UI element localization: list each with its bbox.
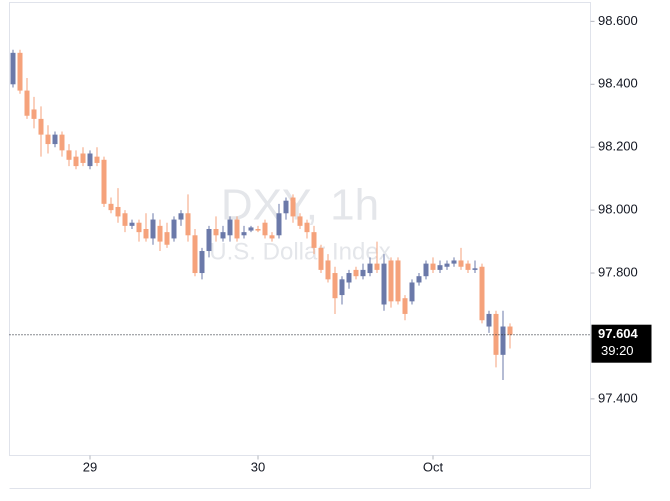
candle-body bbox=[220, 232, 226, 239]
candle-body bbox=[332, 273, 338, 299]
candle-body bbox=[409, 282, 415, 302]
candle-body bbox=[255, 229, 261, 231]
candle-body bbox=[451, 260, 457, 264]
candle-body bbox=[423, 263, 429, 277]
candle-body bbox=[269, 235, 275, 239]
candle-body bbox=[388, 260, 394, 302]
candle-body bbox=[297, 216, 303, 226]
x-tick-label: Oct bbox=[423, 459, 444, 474]
candle-body bbox=[507, 326, 513, 335]
candle-body bbox=[241, 232, 247, 236]
countdown-label: 39:20 bbox=[601, 343, 634, 358]
candle-body bbox=[234, 219, 240, 239]
candle-body bbox=[80, 153, 86, 163]
candle-body bbox=[115, 206, 121, 217]
candle-body bbox=[500, 326, 506, 355]
candle-body bbox=[213, 229, 219, 236]
candle-body bbox=[136, 222, 142, 233]
candle-body bbox=[465, 263, 471, 270]
candle-body bbox=[262, 222, 268, 236]
candle-body bbox=[143, 229, 149, 239]
watermark-subtitle: U.S. Dollar Index bbox=[209, 238, 390, 265]
candle-body bbox=[283, 200, 289, 214]
candle-body bbox=[374, 263, 380, 270]
candle-body bbox=[430, 263, 436, 270]
candle-body bbox=[346, 273, 352, 283]
candle-body bbox=[87, 153, 93, 167]
y-tick-label: 98.600 bbox=[598, 13, 638, 28]
candle-body bbox=[150, 219, 156, 239]
candle-body bbox=[339, 279, 345, 296]
candle-body bbox=[129, 222, 135, 226]
candle-body bbox=[472, 268, 478, 270]
candle-body bbox=[192, 235, 198, 274]
candle-body bbox=[290, 197, 296, 217]
candle-body bbox=[395, 260, 401, 302]
candle-body bbox=[276, 213, 282, 236]
candle-body bbox=[38, 118, 44, 135]
x-tick-label: 30 bbox=[251, 459, 265, 474]
candle-body bbox=[381, 263, 387, 305]
candle-body bbox=[199, 251, 205, 274]
candle-body bbox=[66, 150, 72, 160]
candle-body bbox=[227, 219, 233, 236]
candle-body bbox=[479, 266, 485, 321]
candle-body bbox=[360, 269, 366, 277]
candle-body bbox=[157, 225, 163, 242]
candle-body bbox=[73, 156, 79, 167]
candle-body bbox=[52, 134, 58, 145]
candle-body bbox=[318, 247, 324, 270]
candle-body bbox=[206, 229, 212, 252]
x-tick-label: 29 bbox=[83, 459, 97, 474]
y-tick-label: 97.400 bbox=[598, 390, 638, 405]
candle-body bbox=[353, 269, 359, 277]
candle-body bbox=[31, 109, 37, 119]
candle-body bbox=[486, 313, 492, 327]
last-price-box bbox=[591, 324, 652, 363]
candle-body bbox=[10, 52, 16, 85]
candle-body bbox=[17, 52, 23, 91]
candle-body bbox=[122, 213, 128, 226]
y-tick-label: 98.400 bbox=[598, 76, 638, 91]
candle-body bbox=[325, 260, 331, 280]
candle-body bbox=[304, 222, 310, 233]
candle-body bbox=[367, 263, 373, 274]
candle-body bbox=[437, 265, 443, 270]
candle-body bbox=[178, 213, 184, 220]
candle-body bbox=[164, 232, 170, 245]
candle-body bbox=[185, 213, 191, 236]
candle-body bbox=[458, 260, 464, 267]
candle-body bbox=[59, 134, 65, 151]
last-price-label: 97.604 bbox=[598, 326, 639, 341]
y-tick-label: 98.000 bbox=[598, 202, 638, 217]
candle-body bbox=[311, 232, 317, 248]
candle-body bbox=[94, 156, 100, 163]
y-tick-label: 97.800 bbox=[598, 264, 638, 279]
candle-body bbox=[24, 90, 30, 116]
candle-body bbox=[108, 203, 114, 211]
y-tick-label: 98.200 bbox=[598, 139, 638, 154]
candle-body bbox=[171, 219, 177, 239]
candle-body bbox=[101, 159, 107, 204]
candle-body bbox=[444, 263, 450, 267]
candle-body bbox=[45, 134, 51, 145]
candle-body bbox=[248, 227, 254, 231]
candle-body bbox=[402, 298, 408, 314]
candle-body bbox=[416, 276, 422, 283]
